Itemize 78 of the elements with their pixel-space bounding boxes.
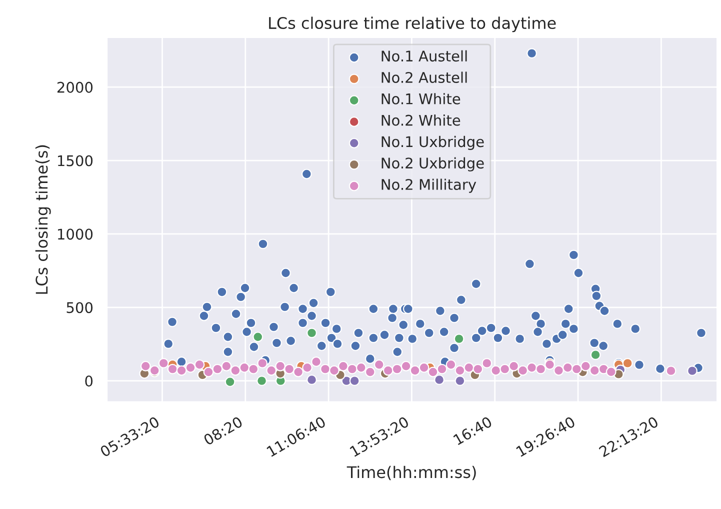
point	[306, 374, 317, 385]
point	[562, 362, 573, 373]
point	[490, 365, 502, 376]
point	[266, 365, 277, 376]
point	[293, 366, 304, 378]
point	[252, 332, 264, 342]
point	[536, 364, 546, 374]
point	[589, 365, 600, 376]
point	[203, 366, 214, 378]
point	[400, 360, 412, 372]
point	[687, 366, 698, 376]
legend-label: No.2 Austell	[382, 72, 467, 83]
point	[472, 364, 484, 374]
point	[257, 358, 268, 368]
point	[338, 360, 348, 372]
point	[622, 358, 633, 368]
point	[194, 359, 205, 370]
point	[346, 364, 358, 374]
point	[256, 376, 267, 386]
point	[464, 362, 474, 373]
point	[364, 366, 376, 378]
point	[508, 360, 520, 372]
point	[418, 362, 430, 373]
point	[571, 364, 582, 374]
legend-label: No.2 White	[382, 114, 460, 126]
point	[306, 328, 317, 338]
y-tick-label: 2000	[57, 82, 93, 93]
point	[176, 365, 187, 376]
point	[224, 376, 236, 388]
legend-label: No.1 Austell	[382, 50, 467, 62]
y-tick-label: 500	[66, 302, 93, 314]
point	[518, 365, 528, 376]
point	[436, 364, 448, 374]
point	[140, 360, 151, 372]
point	[410, 365, 420, 376]
point	[454, 365, 466, 376]
point	[320, 364, 330, 374]
point	[374, 359, 384, 370]
point	[580, 360, 591, 372]
point	[275, 360, 286, 372]
point	[230, 365, 241, 376]
point	[311, 356, 322, 367]
point	[284, 364, 295, 374]
legend-label: No.2 Millitary	[382, 178, 476, 193]
point	[382, 365, 394, 376]
legend-label: No.2 Uxbridge	[382, 157, 484, 172]
point	[212, 364, 223, 374]
point	[392, 364, 402, 374]
point	[302, 362, 312, 373]
point	[356, 362, 366, 373]
y-tick-label: 0	[85, 376, 93, 387]
y-axis-title: LCs closing time(s)	[35, 145, 51, 294]
x-axis-title: Time(hh:mm:ss)	[346, 466, 476, 480]
point	[482, 358, 492, 368]
point	[606, 366, 616, 378]
y-tick-label: 1000	[58, 228, 93, 240]
point	[446, 359, 456, 370]
point	[454, 376, 466, 386]
point	[239, 362, 250, 373]
point	[167, 364, 178, 374]
legend-label: No.1 Uxbridge	[382, 136, 484, 150]
point	[158, 358, 169, 368]
point	[349, 376, 360, 386]
point	[329, 365, 340, 376]
point	[666, 366, 676, 376]
point	[554, 365, 564, 376]
point	[248, 364, 259, 374]
point	[428, 366, 438, 378]
point	[590, 350, 601, 360]
chart-title: LCs closure time relative to daytime	[269, 16, 556, 32]
point	[500, 364, 510, 374]
y-tick-label: 1500	[58, 155, 93, 166]
legend-label: No.1 White	[382, 93, 460, 104]
point	[185, 362, 196, 373]
point	[454, 334, 464, 344]
point	[526, 362, 538, 373]
point	[221, 360, 232, 372]
point	[434, 374, 445, 385]
